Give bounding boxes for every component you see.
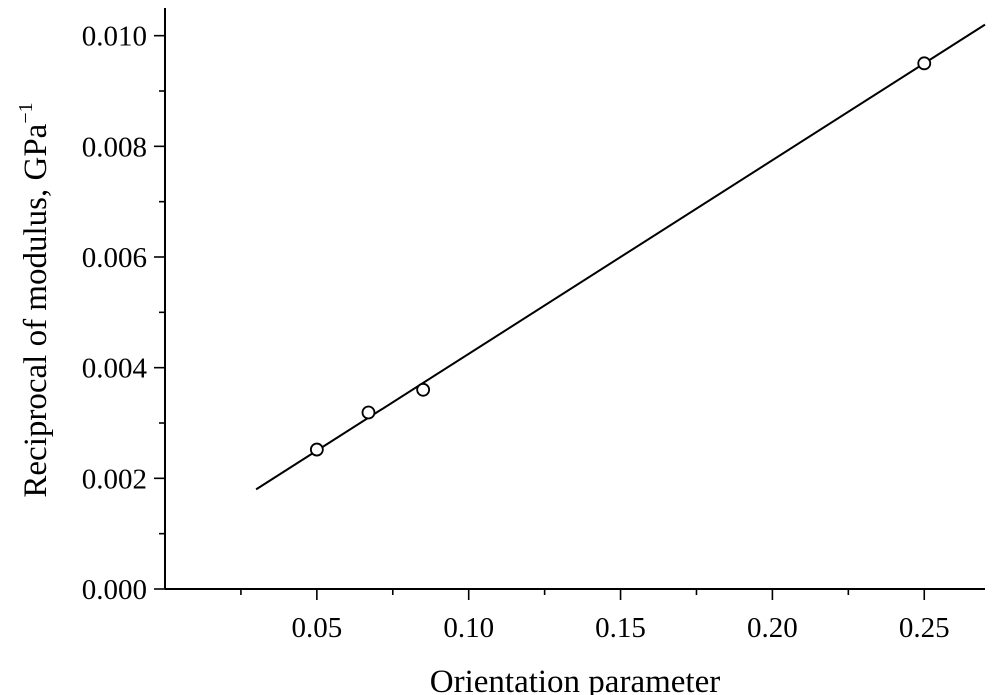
y-tick-labels: 0.000 0.002 0.004 0.006 0.008 0.010 [82,21,148,606]
y-tick-label: 0.010 [82,21,147,53]
y-axis-title-main: Reciprocal of modulus, GPa [18,123,54,497]
x-tick-label: 0.05 [291,612,342,644]
y-tick-label: 0.008 [82,131,147,163]
x-tick-labels: 0.05 0.10 0.15 0.20 0.25 [291,612,949,644]
y-axis-title: Reciprocal of modulus, GPa−1 [15,102,54,497]
x-tick-label: 0.15 [595,612,646,644]
data-point [416,382,431,397]
data-point [917,56,932,71]
x-tick-label: 0.20 [747,612,798,644]
fit-line-group [255,23,986,491]
x-tick-label: 0.10 [443,612,494,644]
data-points [309,56,932,457]
y-tick-label: 0.000 [82,574,147,606]
y-axis-title-superscript: −1 [15,102,37,123]
fit-line [255,23,986,491]
x-tick-label: 0.25 [899,612,950,644]
y-tick-label: 0.006 [82,242,147,274]
data-point [361,405,376,420]
axes [164,8,985,590]
x-axis-title: Orientation parameter [430,664,720,695]
y-tick-label: 0.004 [82,353,148,385]
ticks [154,34,926,600]
data-point [309,442,324,457]
y-tick-label: 0.002 [82,463,147,495]
